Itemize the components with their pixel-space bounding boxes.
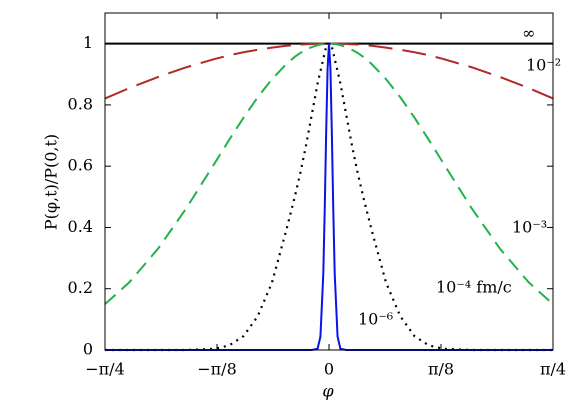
series-label: 10⁻³	[512, 218, 547, 237]
series-line	[105, 42, 553, 352]
plot-frame	[104, 12, 554, 351]
y-tick-label: 0.2	[68, 278, 93, 297]
x-tick-label: π/8	[428, 360, 454, 379]
y-axis-label: P(φ,t)/P(0,t)	[42, 134, 61, 230]
x-tick-label: −π/4	[85, 360, 125, 379]
y-tick-label: 0.6	[68, 156, 93, 175]
y-tick-label: 1	[83, 33, 93, 52]
y-tick-label: 0.8	[68, 94, 93, 113]
series-line	[104, 42, 554, 100]
series-label: ∞	[522, 24, 535, 43]
x-tick-label: π/4	[540, 360, 566, 379]
x-axis-label: φ	[322, 382, 334, 401]
x-tick-label: 0	[324, 360, 334, 379]
series-label: 10⁻²	[526, 56, 561, 75]
x-tick-label: −π/8	[197, 360, 237, 379]
series-line	[105, 43, 553, 351]
y-tick-label: 0.4	[68, 217, 93, 236]
series-label: 10⁻⁴ fm/c	[436, 278, 512, 297]
y-tick-label: 0	[83, 340, 93, 359]
series-line	[104, 42, 554, 305]
series-label: 10⁻⁶	[358, 310, 393, 329]
